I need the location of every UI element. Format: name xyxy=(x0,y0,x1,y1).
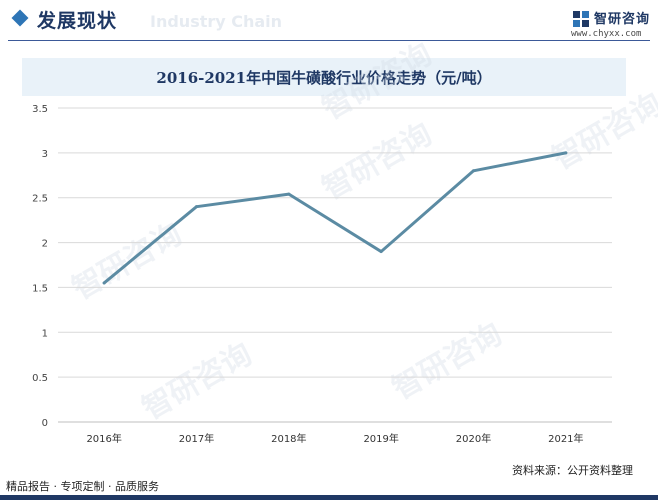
header-divider xyxy=(8,40,650,41)
y-tick-label: 2 xyxy=(42,239,48,250)
x-tick-label: 2016年 xyxy=(86,432,121,445)
x-tick-label: 2021年 xyxy=(548,432,583,445)
watermark-text: 智研咨询 xyxy=(317,117,438,207)
chart-series xyxy=(102,151,568,285)
x-axis-ticks: 2016年 2017年 2018年 2019年 2020年 2021年 xyxy=(86,432,583,445)
y-tick-label: 1.5 xyxy=(32,283,48,294)
chart-title-band: 2016-2021年中国牛磺酸行业价格走势（元/吨） xyxy=(22,58,626,96)
x-tick-label: 2018年 xyxy=(271,432,306,445)
y-axis-ticks: 0 0.5 1 1.5 2 2.5 3 3.5 xyxy=(32,104,48,429)
chart-gridlines xyxy=(58,107,612,423)
brand-url: www.chyxx.com xyxy=(571,29,642,39)
series-line xyxy=(102,151,568,285)
footer-tagline: 精品报告 · 专项定制 · 品质服务 xyxy=(6,480,159,493)
y-tick-label: 3 xyxy=(42,149,48,160)
y-tick-label: 3.5 xyxy=(32,104,48,115)
data-point xyxy=(102,281,106,285)
data-point xyxy=(287,192,291,196)
footer-source: 资料来源：公开资料整理 xyxy=(512,464,633,477)
x-tick-label: 2019年 xyxy=(363,432,398,445)
watermark-text: 智研咨询 xyxy=(387,317,508,407)
data-point xyxy=(564,151,568,155)
watermark-text: 智研咨询 xyxy=(137,337,258,427)
chart-title: 2016-2021年中国牛磺酸行业价格走势（元/吨） xyxy=(156,69,492,87)
x-tick-label: 2020年 xyxy=(456,432,491,445)
section-watermark-text: Industry Chain xyxy=(150,12,283,31)
watermark-text: 智研咨询 xyxy=(317,37,438,127)
data-point xyxy=(472,169,475,173)
x-tick-label: 2017年 xyxy=(179,432,214,445)
y-tick-label: 0 xyxy=(42,418,48,429)
y-tick-label: 1 xyxy=(42,328,48,339)
data-point xyxy=(379,250,383,254)
y-tick-label: 2.5 xyxy=(32,194,48,205)
page-header: Industry Chain 发展现状 智研咨询 www.chyxx.com xyxy=(0,0,658,42)
y-tick-label: 0.5 xyxy=(32,373,48,384)
data-point xyxy=(195,205,198,209)
brand-name: 智研咨询 xyxy=(594,12,651,27)
footer-bar xyxy=(0,495,658,500)
watermark-text: 智研咨询 xyxy=(547,87,658,177)
section-title: 发展现状 xyxy=(37,10,118,32)
brand-logo-icon xyxy=(573,11,589,27)
